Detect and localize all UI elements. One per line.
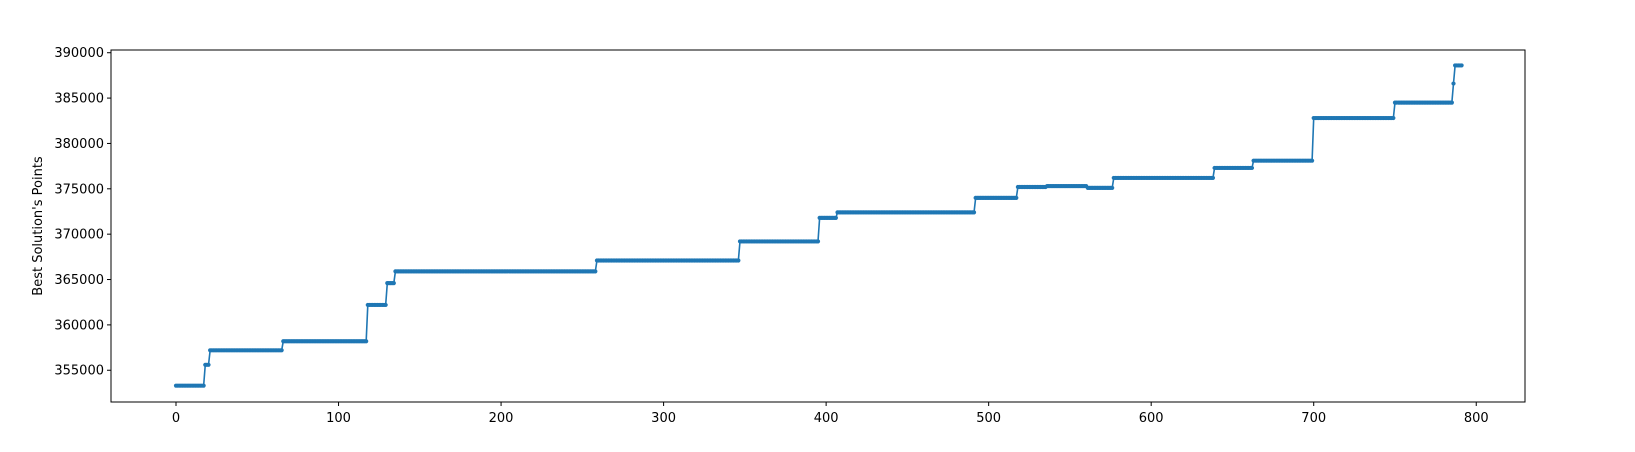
data-point <box>593 269 598 274</box>
data-point <box>1451 81 1456 86</box>
series-polyline <box>176 64 1462 387</box>
data-point <box>1110 185 1115 190</box>
data-point <box>383 302 388 308</box>
data-point <box>364 339 369 344</box>
y-tick-label: 375000 <box>54 182 104 197</box>
x-tick-label: 300 <box>651 411 676 426</box>
data-point <box>391 281 396 286</box>
data-point <box>279 348 284 353</box>
x-tick-label: 500 <box>976 411 1001 426</box>
y-axis-label: Best Solution's Points <box>31 156 46 296</box>
data-point <box>1309 158 1315 163</box>
data-point <box>736 258 741 263</box>
x-axis: 0 100 200 300 400 500 600 700 800 <box>172 402 1489 426</box>
y-tick-label: 385000 <box>54 92 104 107</box>
x-tick-label: 700 <box>1301 411 1326 426</box>
x-tick-label: 200 <box>489 411 514 426</box>
data-point <box>1249 165 1255 171</box>
series-line <box>173 63 1464 388</box>
x-tick-label: 600 <box>1139 411 1164 426</box>
data-point <box>1014 195 1019 200</box>
data-point <box>201 383 206 388</box>
data-point <box>1210 175 1216 181</box>
x-tick-label: 0 <box>172 411 180 426</box>
data-point <box>833 215 838 220</box>
plot-frame <box>110 49 1526 403</box>
y-tick-label: 365000 <box>54 273 104 288</box>
x-tick-label: 100 <box>326 411 351 426</box>
data-point <box>971 210 977 215</box>
y-tick-label: 390000 <box>54 46 104 61</box>
data-point <box>815 239 821 244</box>
x-tick-label: 800 <box>1464 411 1489 426</box>
y-tick-label: 370000 <box>54 228 104 243</box>
data-point <box>206 362 211 367</box>
y-tick-label: 360000 <box>54 318 104 333</box>
x-tick-label: 400 <box>814 411 839 426</box>
data-point <box>1459 63 1464 68</box>
y-axis: 355000 360000 365000 370000 375000 380000 3850… <box>54 46 111 379</box>
data-point <box>1449 100 1454 105</box>
y-tick-label: 355000 <box>54 364 104 379</box>
y-tick-label: 380000 <box>54 137 104 152</box>
data-point <box>1391 115 1396 121</box>
